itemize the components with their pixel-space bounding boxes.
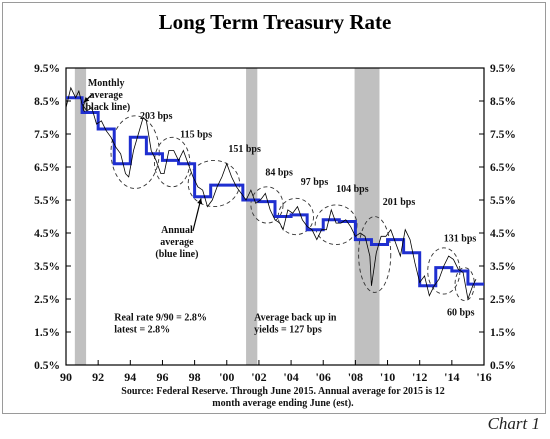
x-tick-label: '02 bbox=[251, 370, 266, 384]
annotation-line: 201 bps bbox=[383, 197, 416, 208]
annotation-label: 60 bps bbox=[447, 308, 475, 319]
y-tick-label-left: 1.5% bbox=[34, 327, 60, 339]
annotation-label: 115 bps bbox=[180, 129, 212, 140]
chart-footer-label: Chart 1 bbox=[487, 414, 540, 433]
y-tick-label-right: 4.5% bbox=[490, 228, 516, 240]
annotation-label: Monthly average (black line) bbox=[82, 78, 130, 113]
x-tick-label: '10 bbox=[380, 370, 395, 384]
x-tick-label: '14 bbox=[444, 370, 459, 384]
chart-frame bbox=[2, 2, 546, 414]
annotation-line: 104 bps bbox=[336, 184, 369, 195]
annotation-line: 60 bps bbox=[447, 308, 475, 319]
plot-border bbox=[65, 67, 485, 366]
y-tick-label-right: 2.5% bbox=[490, 294, 516, 306]
y-tick-label-left: 2.5% bbox=[34, 294, 60, 306]
x-tick-label: '16 bbox=[476, 370, 491, 384]
chart-title: Long Term Treasury Rate bbox=[158, 10, 392, 34]
annotation-label: 203 bps bbox=[140, 111, 173, 122]
highlight-ellipse bbox=[277, 197, 315, 236]
annotation-line: 203 bps bbox=[140, 111, 173, 122]
highlight-ellipse bbox=[358, 216, 392, 293]
annotation-line: average bbox=[160, 237, 194, 248]
source-note: month average ending June (est). bbox=[212, 398, 354, 409]
annotation-line: 151 bps bbox=[228, 144, 261, 155]
annotation-label: 201 bps bbox=[383, 197, 416, 208]
annotation-line: 115 bps bbox=[180, 129, 212, 140]
y-tick-label-left: 5.5% bbox=[34, 195, 60, 207]
x-tick-label: '06 bbox=[316, 370, 331, 384]
annotation-line: Real rate 9/90 = 2.8% bbox=[114, 312, 207, 323]
y-tick-label-left: 7.5% bbox=[34, 129, 60, 141]
highlight-ellipse bbox=[187, 159, 241, 208]
y-tick-label-right: 6.5% bbox=[490, 162, 516, 174]
y-tick-label-left: 9.5% bbox=[34, 63, 60, 75]
highlight-ellipse bbox=[153, 136, 191, 188]
series-line-monthly bbox=[65, 86, 477, 301]
y-tick-label-right: 9.5% bbox=[490, 63, 516, 75]
annotation-arrow bbox=[192, 198, 202, 232]
y-tick-label-left: 4.5% bbox=[34, 228, 60, 240]
y-tick-label-left: 6.5% bbox=[34, 162, 60, 174]
annotation-line: Monthly bbox=[88, 78, 125, 89]
x-tick-label: 90 bbox=[60, 370, 72, 384]
y-tick-label-left: 3.5% bbox=[34, 261, 60, 273]
y-tick-label-left: 8.5% bbox=[34, 96, 60, 108]
annotation-line: average bbox=[90, 90, 124, 101]
y-tick-label-right: 1.5% bbox=[490, 327, 516, 339]
annotation-label: 151 bps bbox=[228, 144, 261, 155]
recession-band bbox=[246, 68, 258, 365]
y-tick-label-right: 3.5% bbox=[490, 261, 516, 273]
y-tick-label-right: 0.5% bbox=[490, 360, 516, 372]
x-tick-label: 98 bbox=[189, 370, 201, 384]
annotation-label: 131 bps bbox=[444, 233, 477, 244]
annotation-label: 84 bps bbox=[265, 167, 293, 178]
annotation-arrowhead bbox=[197, 198, 203, 205]
annotation-line: 97 bps bbox=[301, 177, 329, 188]
annotation-line: 84 bps bbox=[265, 167, 293, 178]
recession-band bbox=[74, 68, 87, 365]
annotation-label: 104 bps bbox=[336, 184, 369, 195]
source-note: Source: Federal Reserve. Through June 20… bbox=[121, 386, 444, 397]
annotation-label: Real rate 9/90 = 2.8% latest = 2.8% bbox=[114, 312, 207, 335]
highlight-ellipse bbox=[314, 204, 358, 245]
annotation-line: Annual bbox=[161, 225, 193, 236]
highlight-ellipse bbox=[250, 186, 284, 224]
x-tick-label: '08 bbox=[348, 370, 363, 384]
x-tick-label: 96 bbox=[156, 370, 168, 384]
x-tick-label: 92 bbox=[92, 370, 104, 384]
x-tick-label: '00 bbox=[219, 370, 234, 384]
annotation-line: (blue line) bbox=[155, 249, 198, 260]
annotation-label: Annual average (blue line) bbox=[155, 225, 198, 260]
recession-band bbox=[354, 68, 380, 365]
y-tick-label-right: 7.5% bbox=[490, 129, 516, 141]
y-tick-label-left: 0.5% bbox=[34, 360, 60, 372]
annotation-line: Average back up in bbox=[254, 312, 337, 323]
series-line-annual bbox=[66, 96, 484, 288]
x-tick-label: '04 bbox=[283, 370, 298, 384]
highlight-ellipse bbox=[110, 115, 160, 189]
annotation-line: yields = 127 bps bbox=[254, 324, 322, 335]
annotation-line: 131 bps bbox=[444, 233, 477, 244]
annotation-label: Average back up in yields = 127 bps bbox=[254, 312, 337, 335]
y-tick-label-right: 5.5% bbox=[490, 195, 516, 207]
annotation-line: (black line) bbox=[82, 102, 130, 113]
annotation-label: 97 bps bbox=[301, 177, 329, 188]
annotation-line: latest = 2.8% bbox=[114, 324, 170, 335]
y-tick-label-right: 8.5% bbox=[490, 96, 516, 108]
annotation-arrowhead bbox=[83, 96, 90, 103]
x-tick-label: 94 bbox=[124, 370, 136, 384]
x-tick-label: '12 bbox=[412, 370, 427, 384]
